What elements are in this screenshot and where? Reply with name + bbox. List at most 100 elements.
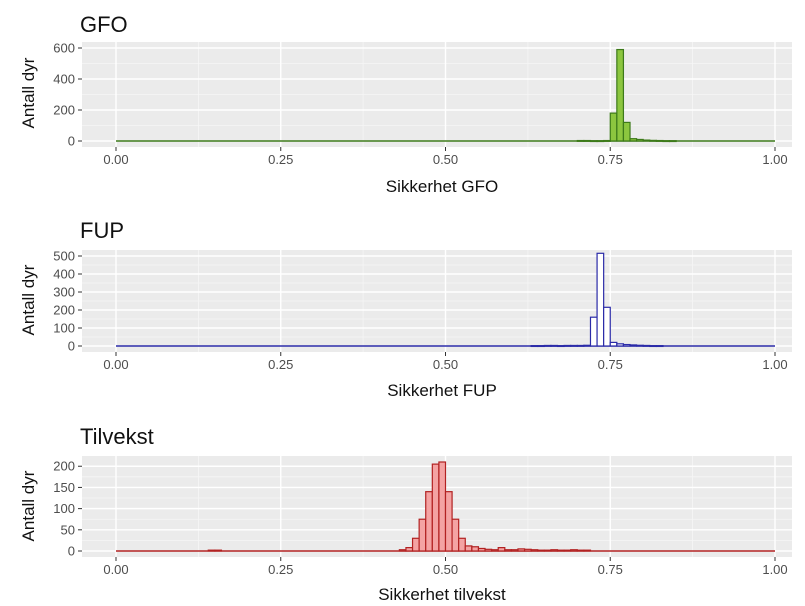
y-tick-label: 0 [68, 544, 75, 559]
histogram-bar [649, 345, 657, 348]
panel-title: FUP [80, 218, 124, 243]
y-tick-label: 150 [53, 480, 75, 495]
x-tick-label: 0.25 [268, 562, 293, 577]
histogram-bar [622, 343, 631, 347]
histogram-bar [550, 549, 559, 552]
y-tick-label: 0 [68, 339, 75, 354]
panel-fup: FUP Antall dyr Sikkerhet FUP 0.00 0.25 0.5… [19, 218, 792, 400]
histogram-bar [504, 549, 512, 552]
histogram-bar [642, 139, 651, 142]
plot-area: 0.00 0.25 0.50 0.75 1.00 0 100 200 300 400 500 [53, 249, 792, 372]
histogram-bar [655, 139, 664, 142]
y-tick-label: 100 [53, 321, 75, 336]
y-tick-label: 400 [53, 72, 75, 87]
histogram-bar [471, 546, 480, 552]
histogram-bar [484, 548, 493, 552]
histogram-bar [576, 549, 585, 552]
y-tick-label: 0 [68, 134, 75, 149]
histogram-bar [616, 48, 625, 142]
histogram-bar [543, 344, 552, 347]
histogram-bar [418, 518, 427, 552]
histogram-bar [563, 549, 572, 552]
histogram-bar [662, 140, 671, 143]
histogram-bar [649, 139, 657, 142]
x-tick-label: 0.50 [433, 152, 458, 167]
y-tick-label: 200 [53, 303, 75, 318]
histogram-bar [543, 549, 552, 552]
x-tick-label: 0.00 [103, 562, 128, 577]
histogram-bar [576, 344, 585, 347]
x-tick-label: 1.00 [762, 562, 787, 577]
x-tick-label: 0.00 [103, 357, 128, 372]
histogram-bar [550, 344, 559, 347]
histogram-bar [207, 549, 216, 552]
histogram-bar [668, 140, 677, 143]
histogram-bar [497, 547, 506, 552]
histogram-bar [477, 547, 486, 552]
histogram-bar [636, 344, 644, 347]
histogram-bar [596, 252, 605, 347]
histogram-bar [583, 344, 592, 347]
histogram-bar [629, 344, 638, 347]
y-tick-label: 300 [53, 285, 75, 300]
panel-title: Tilvekst [80, 424, 154, 449]
histogram-bar [556, 345, 565, 348]
x-tick-label: 0.50 [433, 562, 458, 577]
histogram-bar [609, 341, 618, 347]
histogram-bar [609, 112, 618, 142]
histogram-bar [451, 518, 460, 552]
histogram-bar [622, 121, 631, 142]
histogram-bar [537, 549, 545, 552]
histogram-bar [563, 344, 572, 347]
x-axis-label: Sikkerhet tilvekst [378, 585, 506, 604]
histogram-bar [596, 140, 605, 143]
histogram-bar [444, 491, 453, 552]
x-tick-label: 1.00 [762, 152, 787, 167]
panel-title: GFO [80, 12, 128, 37]
plot-area: 0.00 0.25 0.50 0.75 1.00 0 200 400 600 [53, 41, 792, 167]
x-tick-label: 0.75 [598, 357, 623, 372]
y-axis-label: Antall dyr [19, 264, 38, 335]
histogram-bar [570, 549, 578, 552]
histogram-bar [405, 547, 414, 552]
y-tick-label: 200 [53, 103, 75, 118]
histogram-bar [583, 139, 592, 142]
y-tick-label: 100 [53, 501, 75, 516]
panel-tilvekst: Tilvekst Antall dyr Sikkerhet tilvekst 0… [19, 424, 792, 604]
x-tick-label: 0.75 [598, 152, 623, 167]
histogram-bar [556, 549, 565, 552]
y-axis-label: Antall dyr [19, 57, 38, 128]
histogram-bar [438, 461, 447, 552]
histogram-bar [629, 138, 638, 142]
panel-gfo: GFO Antall dyr Sikkerhet GFO 0.00 0.25 0.5… [19, 12, 792, 196]
histogram-bar [530, 345, 539, 348]
x-tick-label: 1.00 [762, 357, 787, 372]
y-axis-label: Antall dyr [19, 470, 38, 541]
histogram-bar [425, 491, 433, 552]
histogram-bar [603, 306, 611, 347]
y-tick-label: 200 [53, 459, 75, 474]
x-tick-label: 0.50 [433, 357, 458, 372]
histogram-bar [655, 345, 664, 348]
y-tick-label: 600 [53, 41, 75, 56]
histogram-bar [616, 343, 625, 347]
histogram-bar [458, 537, 466, 552]
histogram-bar [537, 345, 545, 348]
x-tick-label: 0.75 [598, 562, 623, 577]
x-axis-label: Sikkerhet FUP [387, 381, 497, 400]
histogram-bar [517, 548, 526, 552]
histogram-bar [530, 549, 539, 552]
y-tick-label: 50 [61, 522, 75, 537]
y-tick-label: 400 [53, 267, 75, 282]
histogram-bar [636, 138, 644, 142]
histogram-bar [398, 549, 407, 552]
x-axis-label: Sikkerhet GFO [386, 177, 498, 196]
histogram-bar [464, 545, 473, 552]
histogram-bar [214, 549, 223, 552]
histogram-bar [570, 344, 578, 347]
histogram-bar [589, 140, 598, 143]
histogram-bar [642, 344, 651, 347]
histogram-bar [576, 139, 585, 142]
histogram-bar [603, 139, 611, 142]
x-tick-label: 0.25 [268, 152, 293, 167]
